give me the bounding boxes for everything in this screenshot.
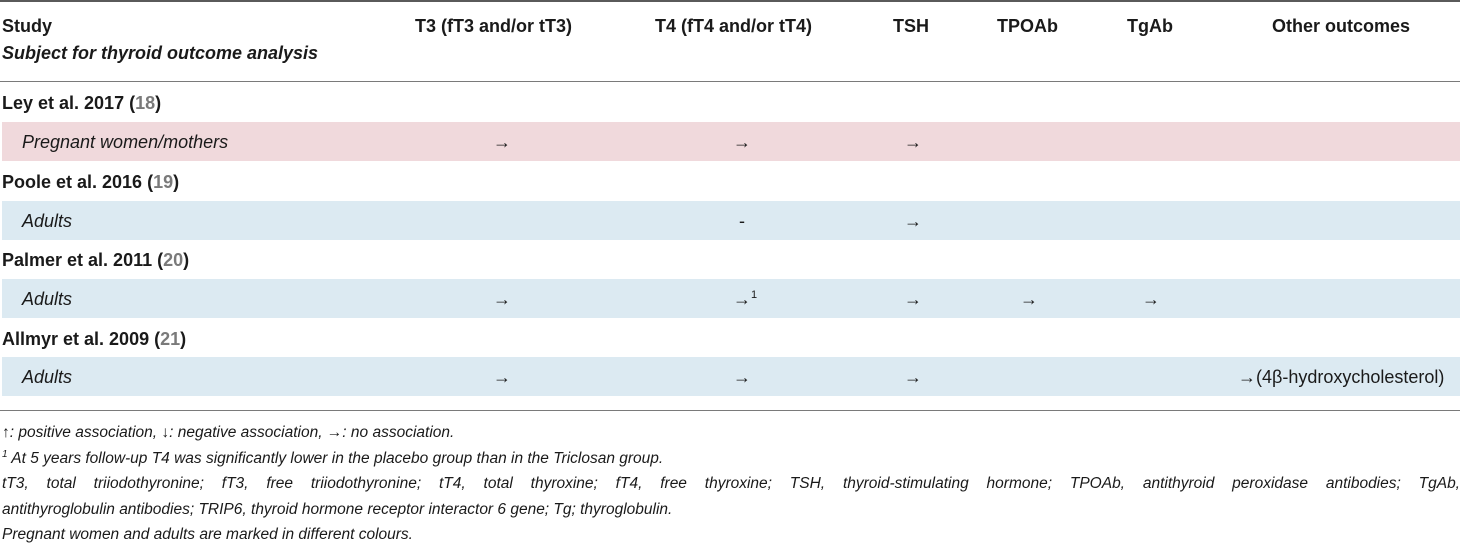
header-subject: Subject for thyroid outcome analysis: [2, 43, 319, 63]
reference-link[interactable]: 21: [160, 329, 181, 349]
study-title: Ley et al. 2017 (18): [2, 93, 162, 113]
tpoab-cell: →: [1020, 289, 1038, 309]
tgab-cell: →: [1142, 289, 1160, 309]
footnote-1: 1 At 5 years follow-up T4 was significan…: [2, 449, 664, 468]
subject-label: Adults: [22, 367, 73, 387]
reference-link[interactable]: 18: [135, 93, 156, 113]
t3-cell: →: [493, 132, 511, 152]
table-row-pregnant: Pregnant women/mothers → → →: [2, 122, 1460, 161]
t4-cell: →: [733, 132, 751, 152]
tsh-cell: →: [904, 132, 922, 152]
subject-label: Adults: [22, 211, 73, 231]
table-top-rule: [0, 0, 1460, 2]
study-title: Allmyr et al. 2009 (21): [2, 329, 187, 349]
header-study: Study: [2, 16, 53, 36]
reference-link[interactable]: 20: [163, 250, 184, 270]
header-tgab: TgAb: [1127, 16, 1173, 36]
colour-note: Pregnant women and adults are marked in …: [2, 526, 413, 543]
table-row-adults: Adults → →1 → → →: [2, 279, 1460, 318]
t4-cell: -: [739, 211, 745, 231]
table-row-adults: Adults - →: [2, 201, 1460, 240]
header-t4: T4 (fT4 and/or tT4): [655, 16, 812, 36]
header-tpoab: TPOAb: [997, 16, 1058, 36]
header-other: Other outcomes: [1272, 16, 1411, 36]
header-rule: [0, 81, 1460, 82]
header-tsh: TSH: [893, 16, 929, 36]
reference-link[interactable]: 19: [153, 172, 174, 192]
study-title: Palmer et al. 2011 (20): [2, 250, 190, 270]
tsh-cell: →: [904, 211, 922, 231]
abbreviations-line-2: antithyroglobulin antibodies; TRIP6, thy…: [2, 501, 673, 518]
subject-label: Pregnant women/mothers: [22, 132, 229, 152]
footnote-marker: 1: [751, 289, 758, 301]
table-row-adults: Adults → → → →(4β-hydroxycholesterol): [2, 357, 1460, 396]
tsh-cell: →: [904, 289, 922, 309]
t3-cell: →: [493, 289, 511, 309]
study-title: Poole et al. 2016 (19): [2, 172, 180, 192]
t4-cell: →: [733, 367, 751, 387]
abbreviations-line-1: tT3, total triiodothyronine; fT3, free t…: [2, 475, 1460, 492]
t4-cell: →1: [733, 289, 758, 309]
tsh-cell: →: [904, 367, 922, 387]
table-bottom-rule: [0, 410, 1460, 411]
association-legend: ↑: positive association, ↓: negative ass…: [2, 424, 455, 441]
t3-cell: →: [493, 367, 511, 387]
other-outcomes-cell: →(4β-hydroxycholesterol): [1238, 367, 1445, 387]
subject-label: Adults: [22, 289, 73, 309]
footnote-marker: 1: [2, 449, 8, 460]
header-t3: T3 (fT3 and/or tT3): [415, 16, 572, 36]
